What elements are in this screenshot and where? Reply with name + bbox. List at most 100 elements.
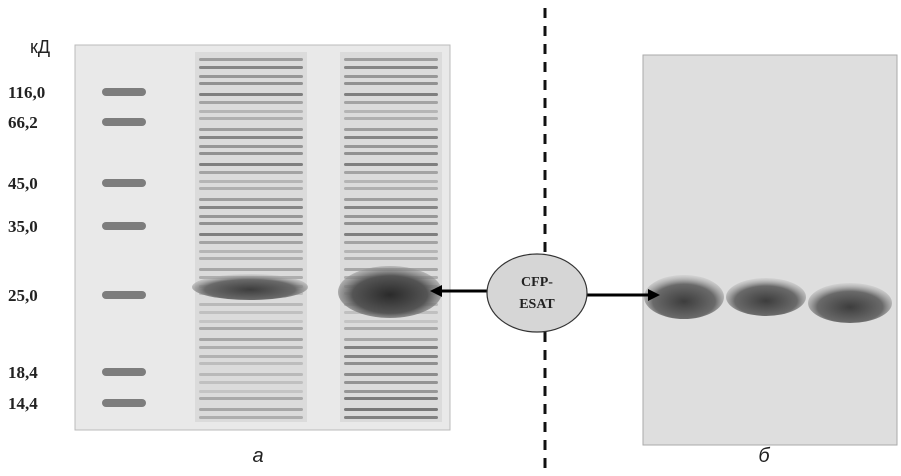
page: кД 116,0 66,2 45,0 35,0 25,0 18,4 14,4 CFP- ES…	[0, 0, 901, 476]
marker-label: 25,0	[8, 286, 38, 305]
lane-band	[344, 397, 438, 400]
marker-band	[102, 399, 146, 407]
marker-band	[102, 88, 146, 96]
lane-band	[344, 136, 438, 139]
lane-band	[199, 257, 303, 260]
marker-band	[102, 118, 146, 126]
lane-band	[199, 117, 303, 120]
marker-label: 35,0	[8, 217, 38, 236]
lane-band	[344, 381, 438, 384]
lane-band	[344, 320, 438, 323]
lane-band	[344, 117, 438, 120]
marker-band	[102, 179, 146, 187]
callout-text: ESAT	[519, 297, 555, 312]
marker-label: 18,4	[8, 363, 38, 382]
lane-band	[344, 233, 438, 236]
lane-band	[344, 82, 438, 85]
lane-band	[344, 362, 438, 365]
lane-band	[199, 215, 303, 218]
lane-band	[199, 338, 303, 341]
lane-band	[199, 222, 303, 225]
lane-band	[344, 222, 438, 225]
lane-band	[199, 373, 303, 376]
lane-band	[344, 93, 438, 96]
lane-band	[199, 136, 303, 139]
band	[192, 274, 308, 300]
lane-band	[199, 82, 303, 85]
lane-band	[199, 408, 303, 411]
lane-band	[344, 110, 438, 113]
lane	[340, 52, 442, 422]
lane-band	[199, 152, 303, 155]
lane-band	[199, 163, 303, 166]
marker-band	[102, 291, 146, 299]
lane-band	[344, 327, 438, 330]
unit-label: кД	[30, 37, 50, 57]
lane-band	[199, 58, 303, 61]
lane-band	[344, 66, 438, 69]
lane-band	[199, 362, 303, 365]
lane-band	[344, 408, 438, 411]
marker-label: 116,0	[8, 83, 45, 102]
lane-band	[199, 171, 303, 174]
lane-band	[199, 397, 303, 400]
lane-band	[344, 206, 438, 209]
lane-band	[344, 390, 438, 393]
callout-text: CFP-	[521, 275, 553, 290]
lane-band	[344, 101, 438, 104]
caption: б	[758, 445, 770, 467]
band	[338, 266, 442, 318]
lane-band	[199, 145, 303, 148]
lane-band	[199, 416, 303, 419]
lane-band	[199, 233, 303, 236]
lane-band	[344, 215, 438, 218]
lane-band	[199, 250, 303, 253]
lane-band	[344, 75, 438, 78]
lane-band	[344, 416, 438, 419]
lane-band	[199, 93, 303, 96]
gel-right	[643, 55, 897, 445]
lane-band	[344, 355, 438, 358]
lane-band	[199, 311, 303, 314]
lane-band	[344, 152, 438, 155]
band	[726, 278, 806, 316]
lane-band	[344, 338, 438, 341]
lane-band	[344, 58, 438, 61]
marker-labels: 116,0 66,2 45,0 35,0 25,0 18,4 14,4	[8, 83, 45, 413]
lane-band	[344, 198, 438, 201]
lane-band	[199, 66, 303, 69]
lane-band	[344, 145, 438, 148]
lane	[195, 52, 307, 422]
lane-band	[199, 101, 303, 104]
lane-band	[344, 163, 438, 166]
lane-band	[344, 171, 438, 174]
lane-band	[199, 206, 303, 209]
lane-band	[199, 303, 303, 306]
lane-band	[344, 180, 438, 183]
lane-band	[344, 128, 438, 131]
lane-band	[199, 268, 303, 271]
caption: а	[252, 445, 263, 467]
marker-label: 14,4	[8, 394, 38, 413]
marker-band	[102, 368, 146, 376]
lane-band	[199, 381, 303, 384]
lane-band	[199, 110, 303, 113]
figure: кД 116,0 66,2 45,0 35,0 25,0 18,4 14,4 CFP- ES…	[0, 0, 901, 476]
lane-band	[199, 390, 303, 393]
lane-band	[344, 346, 438, 349]
lane-band	[344, 250, 438, 253]
lane-band	[199, 187, 303, 190]
lane-band	[344, 373, 438, 376]
marker-label: 45,0	[8, 174, 38, 193]
marker-label: 66,2	[8, 113, 38, 132]
lane-band	[344, 187, 438, 190]
callout	[487, 254, 587, 332]
marker-band	[102, 222, 146, 230]
lane-band	[199, 355, 303, 358]
lane-band	[199, 320, 303, 323]
lane-band	[344, 241, 438, 244]
lane-band	[199, 75, 303, 78]
lane-band	[199, 241, 303, 244]
lane-band	[199, 180, 303, 183]
band	[808, 283, 892, 323]
